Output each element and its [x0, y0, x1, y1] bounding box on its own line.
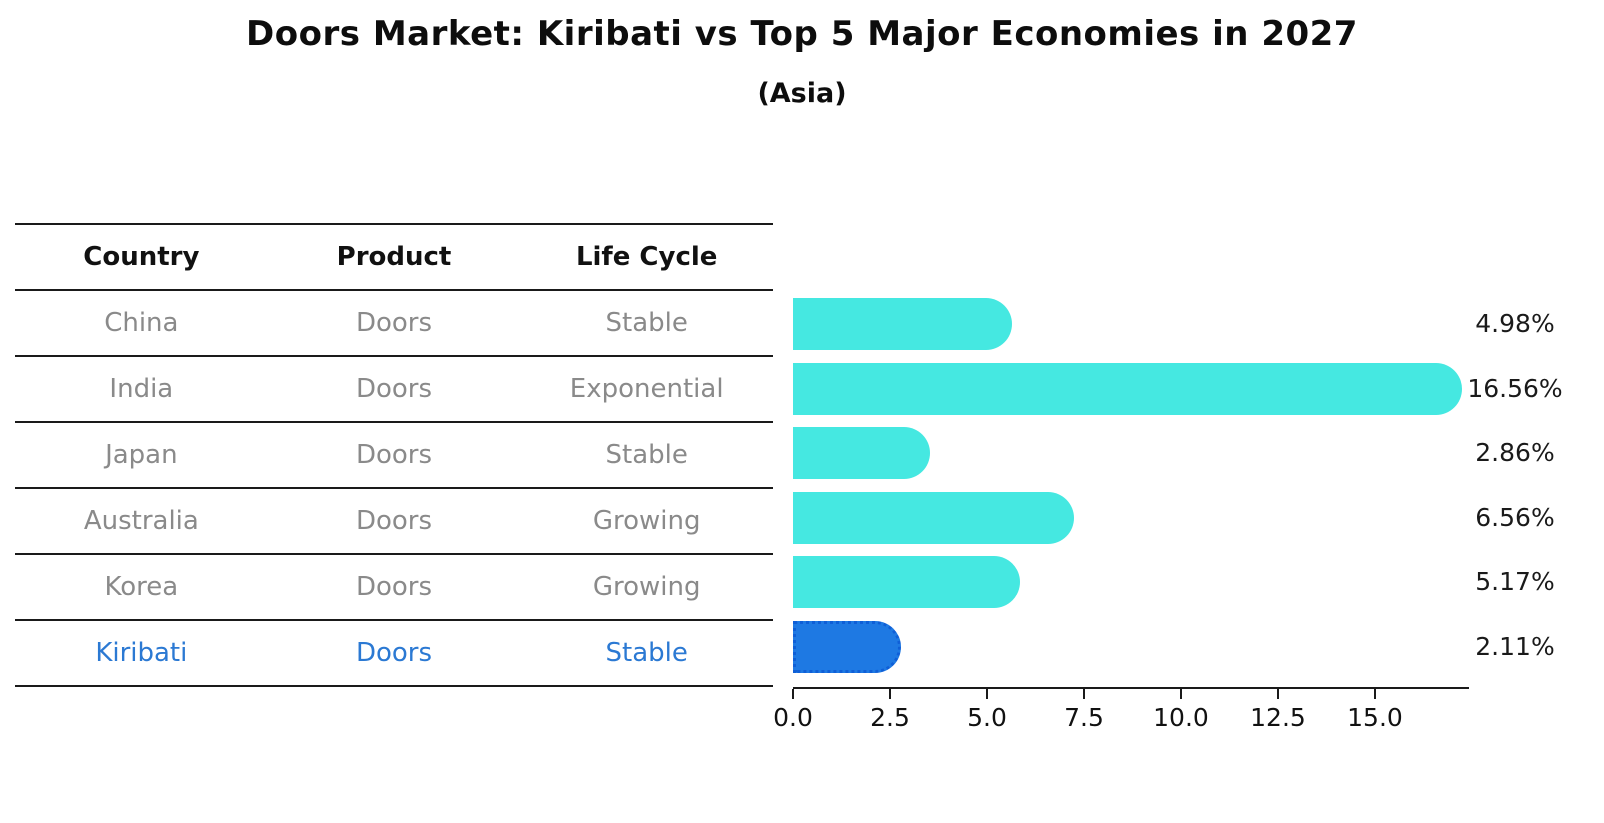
table-row: Korea Doors Growing	[15, 555, 773, 621]
bar-australia	[793, 492, 1074, 544]
table-header-life-cycle: Life Cycle	[575, 242, 718, 272]
x-tick-mark	[1083, 689, 1085, 699]
table-row: Japan Doors Stable	[15, 423, 773, 489]
table-cell-life-cycle: Stable	[605, 638, 688, 668]
x-axis-line	[793, 687, 1469, 689]
bar-japan	[793, 427, 930, 479]
table-cell-product: Doors	[355, 506, 433, 536]
value-label-japan: 2.86%	[1475, 438, 1555, 467]
x-tick-label: 10.0	[1153, 703, 1209, 732]
table-cell-country: India	[109, 374, 174, 404]
table-cell-product: Doors	[355, 572, 433, 602]
x-tick-label: 12.5	[1250, 703, 1306, 732]
table-cell-product: Doors	[355, 440, 433, 470]
x-tick-mark	[986, 689, 988, 699]
bar-china	[793, 298, 1012, 350]
table-row: India Doors Exponential	[15, 357, 773, 423]
table-body: China Doors Stable India Doors Exponential Jap…	[15, 291, 773, 687]
table-cell-country: Australia	[83, 506, 199, 536]
x-tick-mark	[1180, 689, 1182, 699]
table-header-country: Country	[83, 242, 200, 272]
x-tick-label: 2.5	[870, 703, 910, 732]
chart-title: Doors Market: Kiribati vs Top 5 Major Ec…	[246, 14, 1358, 54]
bar-korea	[793, 556, 1020, 608]
table-cell-life-cycle: Exponential	[569, 374, 724, 404]
x-tick-label: 7.5	[1064, 703, 1104, 732]
x-tick-label: 0.0	[773, 703, 813, 732]
table-cell-life-cycle: Growing	[592, 572, 701, 602]
table-cell-country: Korea	[104, 572, 179, 602]
table-cell-country: Kiribati	[95, 638, 188, 668]
value-label-china: 4.98%	[1475, 309, 1555, 338]
value-label-kiribati: 2.11%	[1475, 632, 1555, 661]
value-label-india: 16.56%	[1467, 374, 1563, 403]
value-label-australia: 6.56%	[1475, 503, 1555, 532]
bar-kiribati	[793, 621, 901, 673]
table-cell-product: Doors	[355, 308, 433, 338]
x-tick-mark	[792, 689, 794, 699]
table-cell-country: China	[104, 308, 179, 338]
value-label-korea: 5.17%	[1475, 567, 1555, 596]
table-row: China Doors Stable	[15, 291, 773, 357]
chart-subtitle: (Asia)	[757, 78, 847, 109]
x-tick-label: 15.0	[1347, 703, 1403, 732]
x-tick-label: 5.0	[967, 703, 1007, 732]
comparison-table: Country Product Life Cycle China Doors Sta…	[15, 223, 773, 687]
bar-india	[793, 363, 1462, 415]
table-row: Kiribati Doors Stable	[15, 621, 773, 687]
table-cell-life-cycle: Stable	[605, 440, 688, 470]
table-cell-life-cycle: Stable	[605, 308, 688, 338]
table-cell-life-cycle: Growing	[592, 506, 701, 536]
table-header-row: Country Product Life Cycle	[15, 225, 773, 291]
table-header-product: Product	[336, 242, 452, 272]
x-tick-mark	[1277, 689, 1279, 699]
table-cell-product: Doors	[355, 374, 433, 404]
table-cell-country: Japan	[105, 440, 178, 470]
table-row: Australia Doors Growing	[15, 489, 773, 555]
table-cell-product: Doors	[355, 638, 433, 668]
x-tick-mark	[1374, 689, 1376, 699]
x-tick-mark	[889, 689, 891, 699]
